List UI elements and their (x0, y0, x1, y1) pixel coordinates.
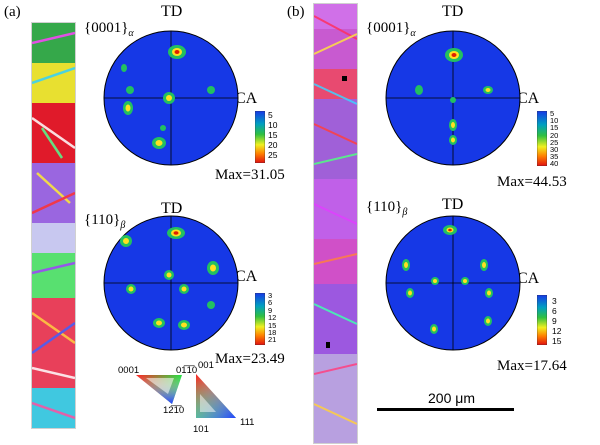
cubic-ipf-key (196, 374, 236, 418)
color-legend-a-bottom (255, 293, 265, 345)
pole-figure-a-top (103, 30, 239, 166)
hex-key-label-01-10: 01̅1̅0 (176, 365, 198, 376)
td-label-b-bottom: TD (442, 196, 464, 213)
panel-label-b: (b) (287, 4, 305, 20)
ca-label-b-bottom: CA (517, 270, 540, 287)
pf-title-b-top: {0001}α (366, 20, 416, 39)
max-value-a-bottom: Max=23.49 (215, 351, 285, 367)
legend-ticks-a-bottom: 3 6 9 12 15 18 21 (268, 291, 277, 345)
scale-bar-label: 200 μm (428, 390, 475, 406)
max-value-a-top: Max=31.05 (215, 167, 285, 183)
hex-ipf-key (136, 375, 182, 404)
color-legend-b-top (537, 111, 547, 166)
pole-spots (121, 45, 215, 149)
max-value-b-top: Max=44.53 (497, 174, 567, 190)
ca-label-a-top: CA (235, 90, 258, 107)
cubic-key-label-101: 101 (193, 424, 209, 435)
orientation-map-b (313, 3, 358, 444)
pole-figure-b-top (385, 30, 521, 166)
orientation-map-a (31, 22, 76, 429)
pf-title-a-top: {0001}α (84, 20, 134, 39)
pole-figure-b-bottom (385, 215, 521, 351)
pole-figure-a-bottom (103, 215, 239, 351)
hex-key-label-12-10: 12̅1̅0 (163, 405, 185, 416)
td-label-b-top: TD (442, 3, 464, 20)
color-legend-a-top (255, 111, 265, 163)
max-value-b-bottom: Max=17.64 (497, 358, 567, 374)
td-label-a-top: TD (161, 3, 183, 20)
color-legend-b-bottom (537, 295, 547, 345)
cubic-key-label-001: 001 (198, 360, 214, 371)
legend-ticks-b-top: 5 10 15 20 25 30 35 40 (550, 109, 559, 169)
pf-title-a-bottom: {110}β (84, 212, 126, 231)
panel-label-a: (a) (4, 4, 21, 20)
ca-label-b-top: CA (517, 90, 540, 107)
scale-bar (377, 408, 514, 411)
ca-label-a-bottom: CA (235, 268, 258, 285)
td-label-a-bottom: TD (161, 200, 183, 217)
legend-ticks-b-bottom: 3 6 9 12 15 (552, 296, 562, 346)
cubic-key-label-111: 111 (240, 417, 255, 428)
legend-ticks-a-top: 5 10 15 20 25 (268, 110, 278, 160)
pf-title-b-bottom: {110}β (366, 199, 408, 218)
hex-key-label-0001: 0001 (118, 365, 140, 376)
